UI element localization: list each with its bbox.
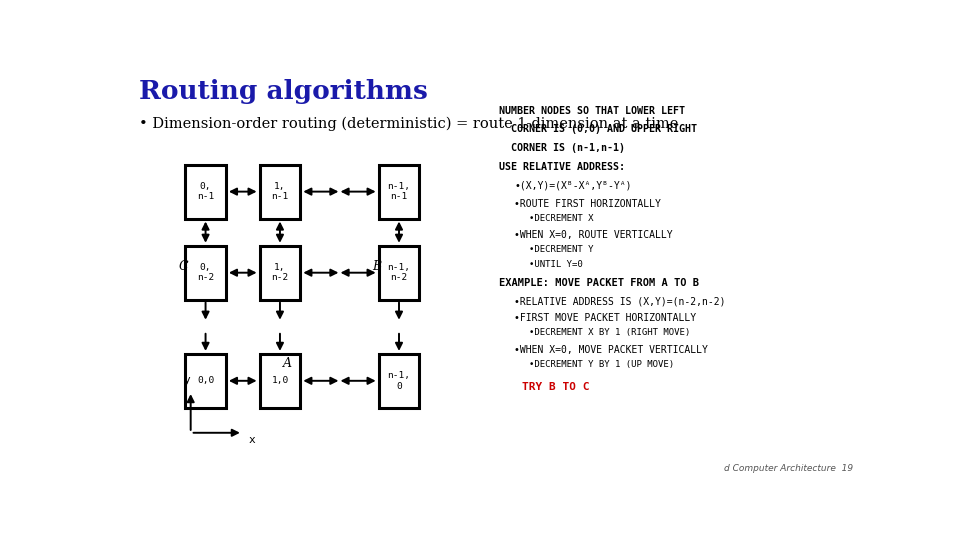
FancyBboxPatch shape (378, 246, 420, 300)
Text: 0,
n-1: 0, n-1 (197, 182, 214, 201)
Text: n-1,
0: n-1, 0 (388, 371, 411, 390)
Text: 0,0: 0,0 (197, 376, 214, 386)
Text: TRY B TO C: TRY B TO C (522, 382, 589, 392)
Text: n-1,
n-2: n-1, n-2 (388, 263, 411, 282)
Text: x: x (249, 435, 255, 445)
Text: •FIRST MOVE PACKET HORIZONTALLY: •FIRST MOVE PACKET HORIZONTALLY (515, 313, 696, 323)
FancyBboxPatch shape (185, 165, 226, 219)
Text: B: B (372, 260, 381, 273)
FancyBboxPatch shape (259, 246, 300, 300)
Text: •WHEN X=0, ROUTE VERTICALLY: •WHEN X=0, ROUTE VERTICALLY (515, 230, 673, 240)
FancyBboxPatch shape (378, 165, 420, 219)
FancyBboxPatch shape (259, 165, 300, 219)
Text: Routing algorithms: Routing algorithms (138, 79, 427, 104)
Text: •RELATIVE ADDRESS IS (X,Y)=(n-2,n-2): •RELATIVE ADDRESS IS (X,Y)=(n-2,n-2) (515, 297, 726, 307)
Text: • Dimension-order routing (deterministic) = route 1-dimension at a time: • Dimension-order routing (deterministic… (138, 117, 678, 131)
Text: •UNTIL Y=0: •UNTIL Y=0 (529, 260, 583, 269)
Text: n-1,
n-1: n-1, n-1 (388, 182, 411, 201)
Text: •(X,Y)=(Xᴮ-Xᴬ,Yᴮ-Yᴬ): •(X,Y)=(Xᴮ-Xᴬ,Yᴮ-Yᴬ) (515, 180, 632, 191)
Text: 1,0: 1,0 (272, 376, 289, 386)
Text: C: C (179, 260, 188, 273)
FancyBboxPatch shape (259, 354, 300, 408)
Text: •DECREMENT X: •DECREMENT X (529, 214, 593, 223)
FancyBboxPatch shape (378, 354, 420, 408)
Text: 1,
n-2: 1, n-2 (272, 263, 289, 282)
Text: •DECREMENT Y BY 1 (UP MOVE): •DECREMENT Y BY 1 (UP MOVE) (529, 360, 674, 369)
Text: 0,
n-2: 0, n-2 (197, 263, 214, 282)
Text: CORNER IS (n-1,n-1): CORNER IS (n-1,n-1) (511, 143, 625, 153)
Text: EXAMPLE: MOVE PACKET FROM A TO B: EXAMPLE: MOVE PACKET FROM A TO B (499, 278, 700, 288)
Text: y: y (183, 375, 190, 385)
Text: CORNER IS (0,0) AND UPPER RIGHT: CORNER IS (0,0) AND UPPER RIGHT (511, 124, 697, 134)
Text: 1,
n-1: 1, n-1 (272, 182, 289, 201)
Text: •DECREMENT X BY 1 (RIGHT MOVE): •DECREMENT X BY 1 (RIGHT MOVE) (529, 328, 690, 338)
Text: •DECREMENT Y: •DECREMENT Y (529, 245, 593, 254)
Text: NUMBER NODES SO THAT LOWER LEFT: NUMBER NODES SO THAT LOWER LEFT (499, 105, 685, 116)
Text: •ROUTE FIRST HORIZONTALLY: •ROUTE FIRST HORIZONTALLY (515, 199, 661, 209)
Text: d Computer Architecture  19: d Computer Architecture 19 (724, 464, 852, 473)
FancyBboxPatch shape (185, 354, 226, 408)
Text: A: A (283, 357, 292, 370)
Text: •WHEN X=0, MOVE PACKET VERTICALLY: •WHEN X=0, MOVE PACKET VERTICALLY (515, 345, 708, 355)
Text: USE RELATIVE ADDRESS:: USE RELATIVE ADDRESS: (499, 161, 626, 172)
FancyBboxPatch shape (185, 246, 226, 300)
